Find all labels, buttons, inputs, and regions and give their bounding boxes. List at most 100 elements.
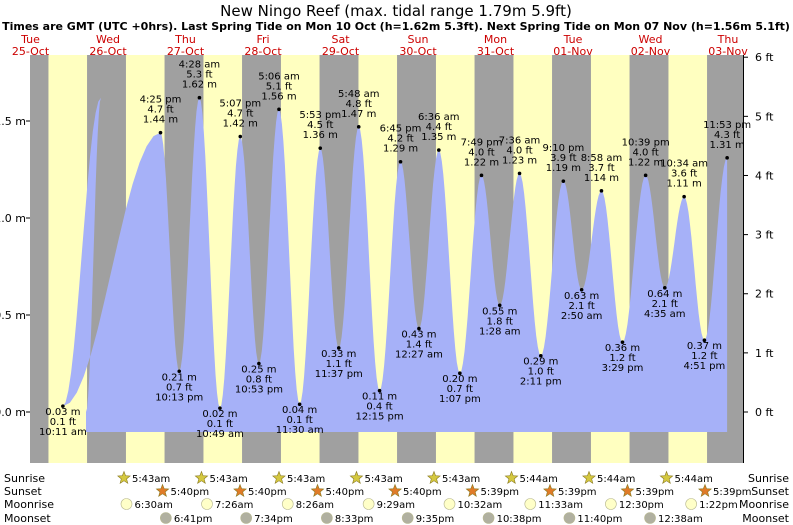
tide-time: 5:53 pm — [299, 110, 341, 121]
tide-height-ft: 4.7 ft — [147, 105, 173, 116]
moonset-time: 12:38am — [658, 514, 703, 525]
right-tick-label: 3 ft — [755, 229, 774, 242]
moonrise-icon — [281, 498, 294, 510]
tide-low-point — [297, 402, 302, 407]
day-date-label: 03-Nov — [708, 45, 748, 58]
tide-height-ft: 1.2 ft — [691, 351, 717, 362]
moonset-time: 6:41pm — [174, 514, 213, 525]
sunset-time: 5:39pm — [480, 487, 519, 498]
tide-time: 10:13 pm — [155, 392, 203, 403]
tide-height-ft: 5.1 ft — [266, 81, 292, 92]
sunrise-time: 5:43am — [209, 474, 247, 485]
tide-height-ft: 1.0 ft — [528, 367, 554, 378]
tide-height-m: 1.29 m — [383, 144, 418, 155]
day-name-label: Thu — [717, 33, 739, 46]
tide-height-ft: 4.3 ft — [714, 130, 740, 141]
tide-high-point — [238, 134, 243, 139]
moonset-icon — [482, 512, 495, 524]
tide-height-ft: 1.4 ft — [406, 340, 432, 351]
tide-height-m: 0.36 m — [605, 343, 640, 354]
moonset-time: 8:33pm — [335, 514, 374, 525]
tide-high-point — [479, 173, 484, 178]
tide-height-m: 1.11 m — [667, 179, 702, 190]
chart-title: New Ningo Reef (max. tidal range 1.79m 5… — [220, 2, 572, 20]
tide-time: 4:28 am — [179, 60, 221, 71]
day-name-label: Tue — [563, 33, 583, 46]
tide-low-point — [61, 404, 65, 408]
moonrise-time: 11:33am — [538, 500, 583, 511]
tide-height-m: 1.14 m — [584, 173, 619, 184]
tide-high-point — [561, 179, 566, 183]
tide-high-point — [517, 171, 522, 176]
tide-low-point — [620, 340, 625, 344]
moonset-row-label: Moonset — [4, 512, 51, 525]
right-tick-label: 1 ft — [755, 347, 774, 360]
right-tick-label: 2 ft — [755, 288, 774, 301]
moonset-time: 10:38pm — [497, 514, 542, 525]
moonset-time: 9:35pm — [416, 514, 455, 525]
moonrise-time: 9:29am — [377, 500, 415, 511]
tide-height-ft: 0.7 ft — [166, 382, 192, 393]
tide-height-ft: 0.1 ft — [286, 415, 312, 426]
sunrise-icon — [117, 470, 131, 484]
left-tick-label: 1.0 m — [0, 212, 26, 225]
axes: 0.0 m 0.5 m 1.0 m 1.5 m 0 ft 1 ft 2 ft 3 ft 4 ft… — [0, 51, 774, 463]
tide-time: 1:07 pm — [439, 394, 481, 405]
sunset-icon — [465, 483, 480, 497]
sunrise-icon — [194, 470, 209, 484]
tide-time: 6:45 pm — [380, 124, 422, 135]
tide-high-point — [398, 159, 403, 164]
sunset-icon — [310, 483, 325, 497]
tide-height-m: 0.63 m — [564, 291, 599, 302]
sunset-time: 5:39pm — [558, 487, 597, 498]
tide-time: 12:27 am — [395, 350, 443, 361]
moonrise-icon — [362, 498, 375, 510]
moonset-icon — [644, 512, 656, 524]
sunrise-time: 5:43am — [132, 474, 170, 485]
day-name-label: Wed — [639, 33, 663, 46]
sunset-icon — [698, 483, 712, 497]
left-tick-label: 1.5 m — [0, 115, 26, 128]
tide-curve — [62, 97, 728, 432]
tide-height-m: 0.02 m — [202, 409, 237, 420]
day-name-label: Tue — [20, 33, 40, 46]
tide-height-ft: 3.6 ft — [671, 169, 697, 180]
tide-time: 11:37 pm — [315, 369, 363, 380]
day-date-label: 01-Nov — [553, 45, 593, 58]
sunset-time: 5:40pm — [171, 487, 210, 498]
tide-time: 6:36 am — [418, 112, 460, 123]
sunrise-time: 5:43am — [287, 474, 325, 485]
tide-height-ft: 1.2 ft — [609, 353, 635, 364]
tide-height-m: 0.37 m — [687, 341, 722, 352]
day-name-label: Sat — [331, 33, 350, 46]
tide-low-point — [218, 406, 222, 410]
tide-height-ft: 0.1 ft — [207, 419, 233, 430]
tide-low-point — [177, 369, 182, 374]
sunset-icon — [233, 483, 247, 497]
tide-low-point — [663, 286, 667, 290]
left-tick-label: 0.5 m — [0, 309, 26, 322]
tide-high-point — [682, 194, 686, 199]
tide-time: 7:36 am — [499, 135, 541, 146]
moonrise-icon — [120, 498, 133, 510]
tide-time: 11:53 pm — [703, 120, 751, 131]
sunset-icon — [155, 483, 170, 497]
tide-height-m: 1.44 m — [143, 115, 178, 126]
tide-time: 5:07 pm — [219, 99, 261, 110]
tide-height-m: 1.36 m — [303, 130, 338, 141]
tide-height-ft: 2.1 ft — [652, 299, 678, 310]
moonset-icon — [240, 512, 252, 524]
tide-time: 8:58 am — [581, 153, 623, 164]
tide-height-ft: 4.0 ft — [506, 145, 532, 156]
moonrise-time: 12:30pm — [619, 500, 664, 511]
day-date-label: 25-Oct — [12, 45, 50, 58]
day-date-label: 26-Oct — [89, 45, 127, 58]
tide-height-m: 0.29 m — [523, 357, 558, 368]
tide-height-m: 0.11 m — [362, 392, 397, 403]
tide-height-m: 1.47 m — [341, 109, 376, 120]
moonset-time: 7:34pm — [254, 514, 293, 525]
moonset-icon — [160, 512, 172, 524]
day-name-label: Fri — [256, 33, 269, 46]
moonrise-time: 7:26am — [215, 500, 253, 511]
moonrise-row-label: Moonrise — [4, 498, 54, 511]
